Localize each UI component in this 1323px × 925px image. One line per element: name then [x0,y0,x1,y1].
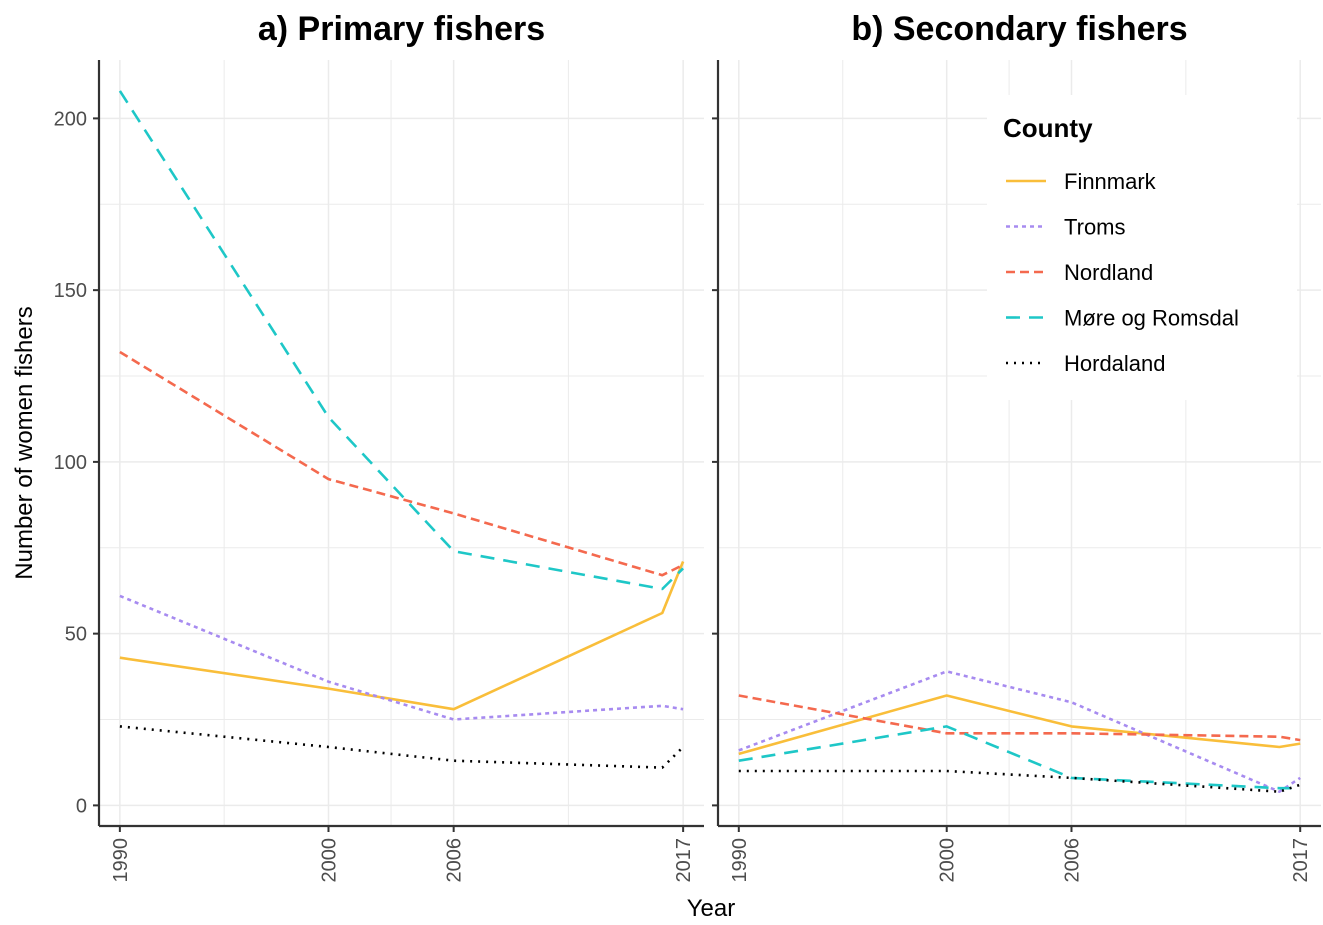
y-tick-label: 100 [54,452,87,474]
x-tick-label: 2000 [318,838,340,883]
x-tick-label: 2006 [444,838,466,883]
y-tick-label: 200 [54,108,87,130]
x-tick-label: 1990 [110,838,132,883]
series-line-hordaland [738,769,1301,794]
x-tick-label: 2017 [1290,838,1312,883]
legend-label-hordaland: Hordaland [1064,351,1166,376]
series-line-finnmark [738,694,1301,756]
legend-label-finnmark: Finnmark [1064,169,1157,194]
panel-title: a) Primary fishers [258,10,545,48]
legend-label-troms: Troms [1064,215,1126,240]
y-tick-label: 150 [54,280,87,302]
legend-title: County [1003,113,1093,143]
legend-background [987,95,1297,400]
series-line-hordaland [119,725,685,769]
series-line-nordland [119,350,684,577]
legend-label-nordland: Nordland [1064,260,1153,285]
x-tick-label: 2000 [937,838,959,883]
legend-label-more-og-romsdal: Møre og Romsdal [1064,306,1239,331]
series-line-more-og-romsdal [738,725,1301,790]
x-tick-label: 2017 [673,838,695,883]
series-line-nordland [738,694,1301,742]
panel-a: a) Primary fishers 0 50 100 150 200 1990 2000 20… [54,10,704,883]
series-line-more-og-romsdal [118,90,685,591]
series-line-finnmark [119,561,685,711]
x-tick-label: 1990 [729,838,751,883]
legend: County Finnmark Troms Nordland Møre og Romsd… [987,95,1297,400]
panel-title: b) Secondary fishers [851,10,1187,48]
y-tick-label: 50 [65,624,87,646]
x-axis-title: Year [687,895,736,920]
y-axis-title: Number of women fishers [11,306,38,579]
x-tick-label: 2006 [1061,838,1083,883]
y-tick-label: 0 [76,795,87,817]
